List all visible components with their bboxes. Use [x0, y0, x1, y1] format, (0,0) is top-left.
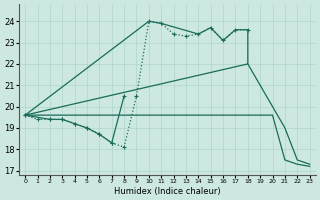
X-axis label: Humidex (Indice chaleur): Humidex (Indice chaleur) [114, 187, 221, 196]
